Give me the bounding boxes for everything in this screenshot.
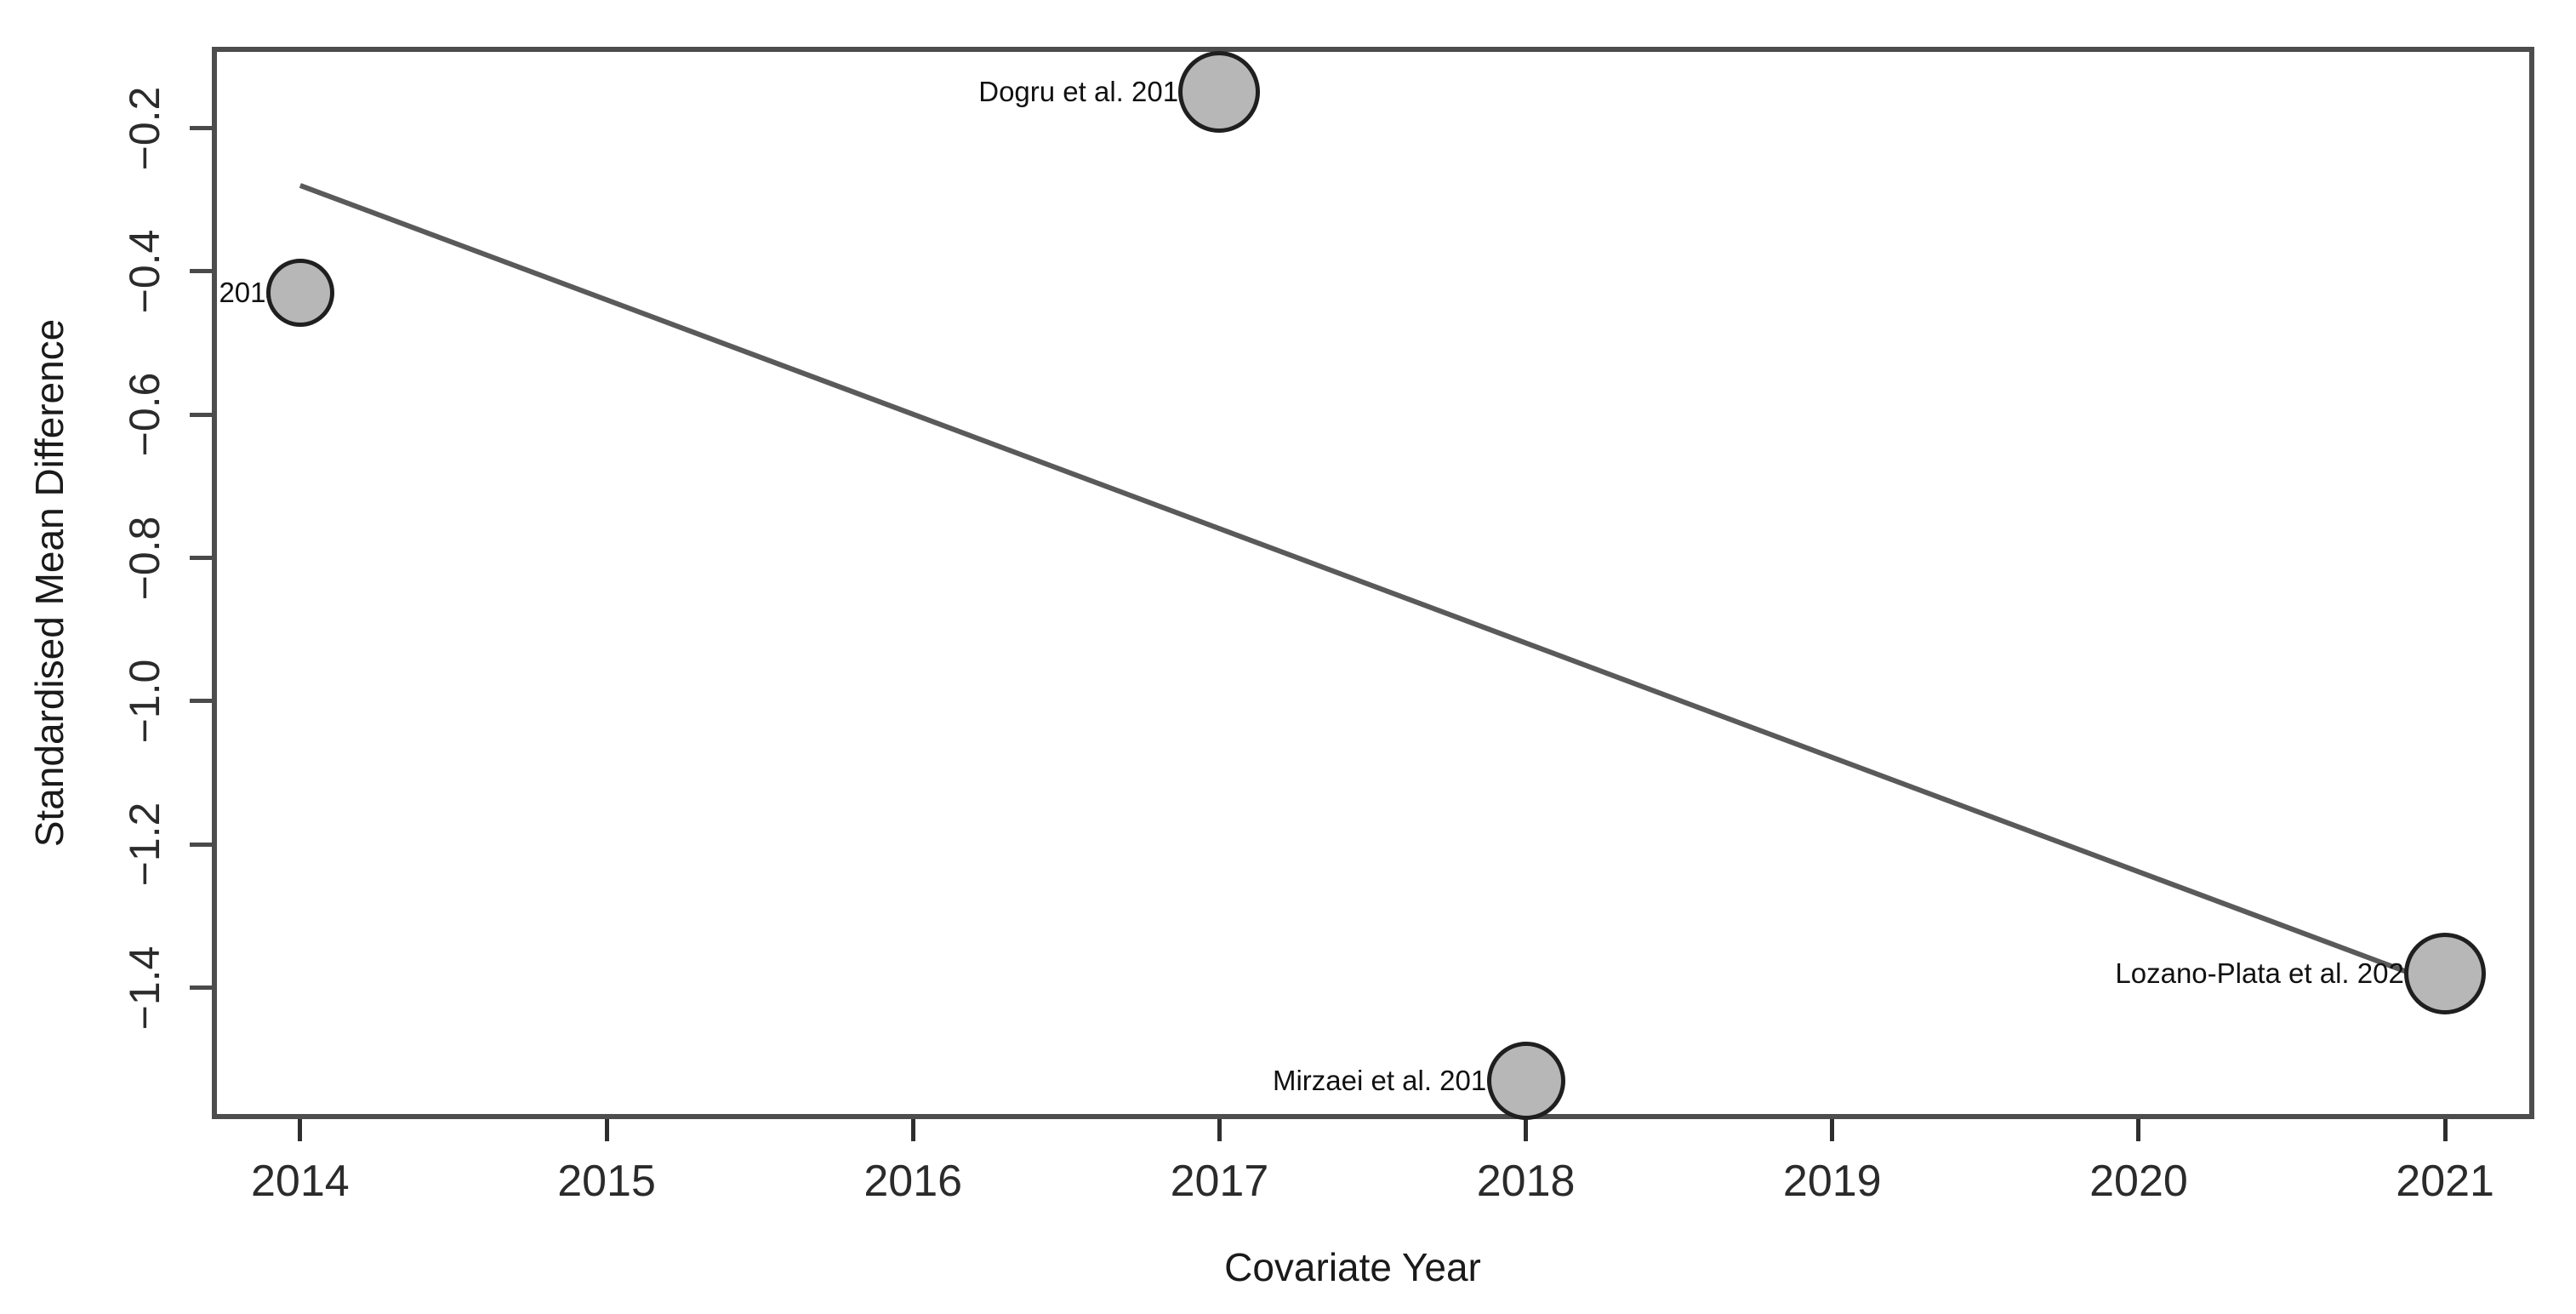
x-tick-label: 2016 <box>863 1157 963 1206</box>
x-tick-label: 2020 <box>2089 1157 2188 1206</box>
x-tick <box>1524 1119 1529 1141</box>
bubble-label: Mirzaei et al. 2018 <box>1272 1064 1502 1096</box>
bubble-label: Lozano-Plata et al. 2021 <box>2115 957 2420 989</box>
y-tick <box>190 986 212 990</box>
x-tick <box>910 1119 915 1141</box>
bubble <box>265 259 334 328</box>
x-axis-title: Covariate Year <box>1224 1245 1481 1289</box>
bubble <box>1486 1041 1565 1120</box>
x-tick <box>298 1119 303 1141</box>
x-tick-label: 2021 <box>2396 1157 2494 1206</box>
x-tick-label: 2015 <box>557 1157 656 1206</box>
y-tick <box>190 842 212 847</box>
x-tick <box>1830 1119 1835 1141</box>
y-tick <box>190 126 212 131</box>
x-tick-label: 2018 <box>1476 1157 1576 1206</box>
y-tick <box>190 699 212 704</box>
x-tick <box>1217 1119 1222 1141</box>
y-tick <box>190 269 212 274</box>
x-tick-label: 2017 <box>1170 1157 1269 1206</box>
x-tick-label: 2019 <box>1782 1157 1882 1206</box>
regression-line <box>299 183 2431 983</box>
bubble <box>1178 51 1261 134</box>
y-tick <box>190 412 212 417</box>
bubble <box>2404 932 2487 1014</box>
x-tick <box>2442 1119 2448 1141</box>
y-tick <box>190 556 212 561</box>
x-tick <box>2136 1119 2141 1141</box>
x-tick-label: 2014 <box>251 1157 350 1206</box>
plot-area <box>212 47 2534 1119</box>
bubble-label: Dogru et al. 2017 <box>978 76 1194 108</box>
x-tick <box>604 1119 609 1141</box>
